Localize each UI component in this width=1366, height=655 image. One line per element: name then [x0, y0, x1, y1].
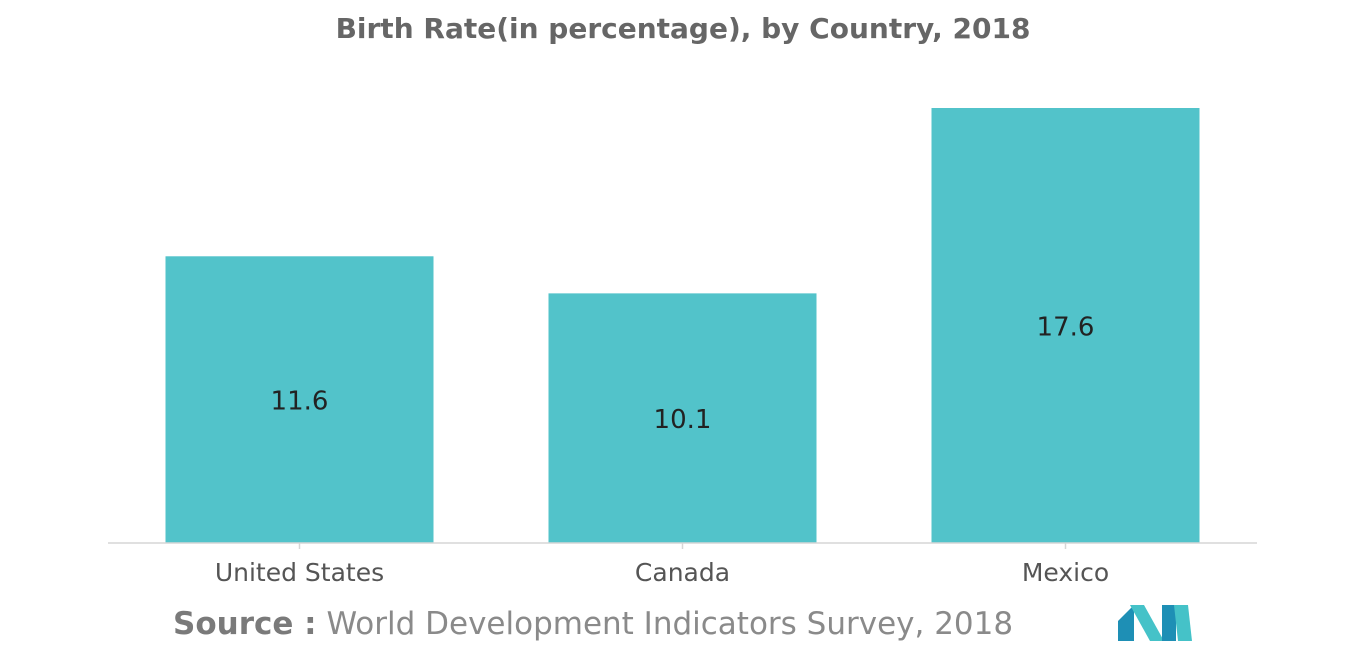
bars-layer [165, 108, 1200, 543]
mordor-intelligence-logo-icon [1118, 605, 1192, 641]
source-note: Source : World Development Indicators Su… [173, 606, 1013, 642]
bar-mexico [931, 108, 1200, 543]
logo-center-stroke [1130, 605, 1164, 641]
logo-right-stroke [1162, 605, 1176, 641]
logo-tail-stroke [1174, 605, 1192, 641]
data-label: 10.1 [654, 405, 712, 435]
x-tick-label: Canada [635, 558, 730, 587]
data-label: 11.6 [271, 387, 329, 417]
source-text: World Development Indicators Survey, 201… [326, 606, 1014, 642]
bar-canada [548, 293, 817, 543]
data-label: 17.6 [1037, 313, 1095, 343]
data-labels: 11.6 10.1 17.6 [271, 313, 1095, 436]
bar-chart: 11.6 10.1 17.6 United States Canada Mexico [108, 108, 1257, 587]
logo-left-stroke [1118, 605, 1134, 641]
chart-title: Birth Rate(in percentage), by Country, 2… [335, 12, 1031, 45]
source-label: Source : [173, 606, 317, 642]
x-tick-label: Mexico [1022, 558, 1109, 587]
x-tick-labels: United States Canada Mexico [215, 558, 1109, 587]
bar-united-states [165, 256, 434, 543]
x-axis [108, 542, 1257, 549]
x-tick-label: United States [215, 558, 384, 587]
